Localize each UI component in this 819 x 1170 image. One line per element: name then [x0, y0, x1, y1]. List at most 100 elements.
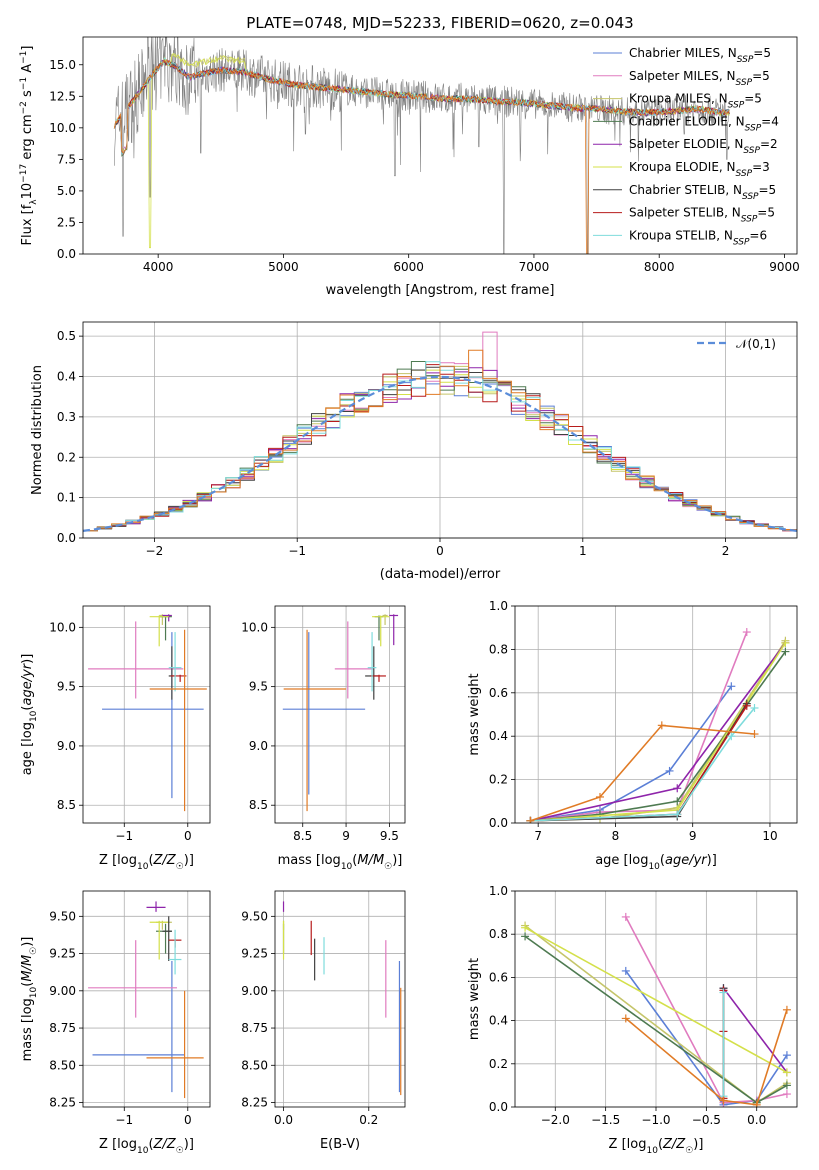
y-tick-label: 7.5 [57, 152, 76, 166]
y-tick-label: 8.75 [241, 1021, 268, 1035]
y-tick-label: 10.0 [49, 620, 76, 634]
x-tick-label: 4000 [143, 260, 174, 274]
weight-line [722, 987, 788, 1073]
x-tick-label: 1 [579, 544, 587, 558]
grid [83, 891, 210, 1107]
x-tick-label: 9 [689, 829, 697, 843]
weight-series [526, 638, 790, 823]
y-tick-label: 2.5 [57, 215, 76, 229]
errorbar-point [374, 615, 384, 641]
y-axis-label: Flux [fλ10−17 erg cm−2 s−1 A−1] [19, 46, 39, 246]
y-tick-label: 12.5 [49, 89, 76, 103]
y-tick-label: 0.0 [489, 816, 508, 830]
x-tick-label: 0.2 [359, 1113, 378, 1127]
legend-entry: Kroupa STELIB, NSSP=6 [629, 228, 767, 247]
x-tick-label: 0 [436, 544, 444, 558]
model-spectrum-line [113, 58, 730, 254]
weight_vs_Z-axes: −2.0 −1.5 −1.0 −0.5 0.0 0.0 0.2 0.4 0.6 0.8 1.0 Z [… [467, 884, 798, 1156]
weight-line [625, 1009, 788, 1106]
axes-frame [82, 36, 798, 255]
errorbar-point [170, 674, 187, 682]
normal-curve [83, 375, 797, 532]
y-axis-label: mass [log10(M/M☉)] [20, 937, 39, 1062]
errorbar-point [168, 929, 182, 975]
grid [515, 605, 797, 824]
plot-area [521, 912, 791, 1107]
weight-series [526, 699, 751, 823]
weight-line [530, 724, 755, 822]
errorbar-point [149, 920, 169, 960]
plot-area [282, 614, 399, 812]
axes-frame [82, 321, 798, 539]
y-tick-label: 10.0 [241, 620, 268, 634]
x-tick-label: 0.0 [274, 1113, 293, 1127]
weight-line [530, 705, 748, 822]
age_vs_mass-axes: 8.5 9 9.5 8.5 9.0 9.5 10.0 mass [log10(M/M☉)] [241, 605, 406, 872]
x-tick-label: 8000 [644, 260, 675, 274]
x-axis-label: mass [log10(M/M☉)] [278, 853, 403, 872]
y-tick-label: 9.0 [249, 739, 268, 753]
y-tick-label: 0.1 [57, 491, 76, 505]
y-tick-label: 9.0 [57, 739, 76, 753]
errorbar-point [92, 961, 185, 1093]
y-tick-label: 9.5 [57, 680, 76, 694]
y-tick-label: 0.0 [57, 247, 76, 261]
model-spectrum-line [113, 52, 730, 249]
y-tick-label: 9.5 [249, 680, 268, 694]
y-tick-label: 10.0 [49, 121, 76, 135]
axes-frame [82, 605, 211, 824]
errorbar-point [282, 632, 366, 795]
x-axis-label: (data-model)/error [380, 567, 501, 582]
y-tick-label: 8.50 [49, 1058, 76, 1072]
x-tick-label: −1 [288, 544, 306, 558]
legend-entry: 𝒩(0,1) [736, 337, 776, 351]
grid [515, 890, 797, 1108]
weight-series [621, 1005, 791, 1107]
y-tick-label: 9.50 [49, 909, 76, 923]
errorbar-point [334, 621, 374, 699]
errorbar-point [382, 614, 388, 625]
y-tick-label: 8.75 [49, 1021, 76, 1035]
legend-entry: Salpeter ELODIE, NSSP=2 [629, 137, 778, 156]
x-tick-label: −1 [115, 829, 133, 843]
model-spectrum-line [113, 57, 730, 155]
weight-series [526, 638, 790, 823]
y-tick-label: 0.3 [57, 410, 76, 424]
x-axis-label: wavelength [Angstrom, rest frame] [326, 283, 555, 298]
y-axis-label: mass weight [467, 958, 482, 1040]
axes-frame [274, 605, 406, 824]
x-axis-label: E(B-V) [320, 1137, 360, 1152]
errorbar-point [88, 940, 177, 1018]
spectrum-axes: 4000 5000 6000 7000 8000 9000 0.0 2.5 5.0 7.5 10.0… [19, 14, 800, 298]
errorbar-point [149, 629, 207, 812]
y-tick-label: 9.25 [241, 947, 268, 961]
legend-entry: Salpeter STELIB, NSSP=5 [629, 206, 775, 225]
legend-entry: Kroupa MILES, NSSP=5 [629, 92, 762, 111]
residuals-axes: −2 −1 0 1 2 0.0 0.1 0.2 0.3 0.4 0.5 (data-model)/er… [30, 321, 798, 582]
weight-line [530, 642, 787, 822]
y-tick-label: 0.0 [57, 531, 76, 545]
weight-line [530, 685, 732, 822]
errorbar-point [162, 614, 172, 622]
weight-line [524, 926, 788, 1074]
plot-area [88, 901, 204, 1099]
x-tick-label: 9000 [769, 260, 800, 274]
x-tick-label: −0.5 [692, 1113, 721, 1127]
x-tick-label: 5000 [268, 260, 299, 274]
grid [275, 606, 405, 823]
x-tick-label: 9.5 [380, 829, 399, 843]
y-tick-label: 0.2 [489, 1057, 508, 1071]
mass_vs_ebv-axes: 0.0 0.2 8.25 8.50 8.75 9.00 9.25 9.50 E(B-V) [241, 890, 406, 1152]
plot-area [88, 614, 207, 812]
x-tick-label: −1 [115, 1113, 133, 1127]
plot-area [83, 331, 797, 532]
y-tick-label: 0.8 [489, 642, 508, 656]
grid [83, 606, 210, 823]
x-tick-label: −1.0 [641, 1113, 670, 1127]
errorbar-point [389, 614, 399, 646]
x-tick-label: 7 [534, 829, 542, 843]
y-tick-label: 15.0 [49, 58, 76, 72]
y-tick-label: 5.0 [57, 184, 76, 198]
legend-entry: Salpeter MILES, NSSP=5 [629, 69, 770, 88]
x-tick-label: 0 [184, 1113, 192, 1127]
